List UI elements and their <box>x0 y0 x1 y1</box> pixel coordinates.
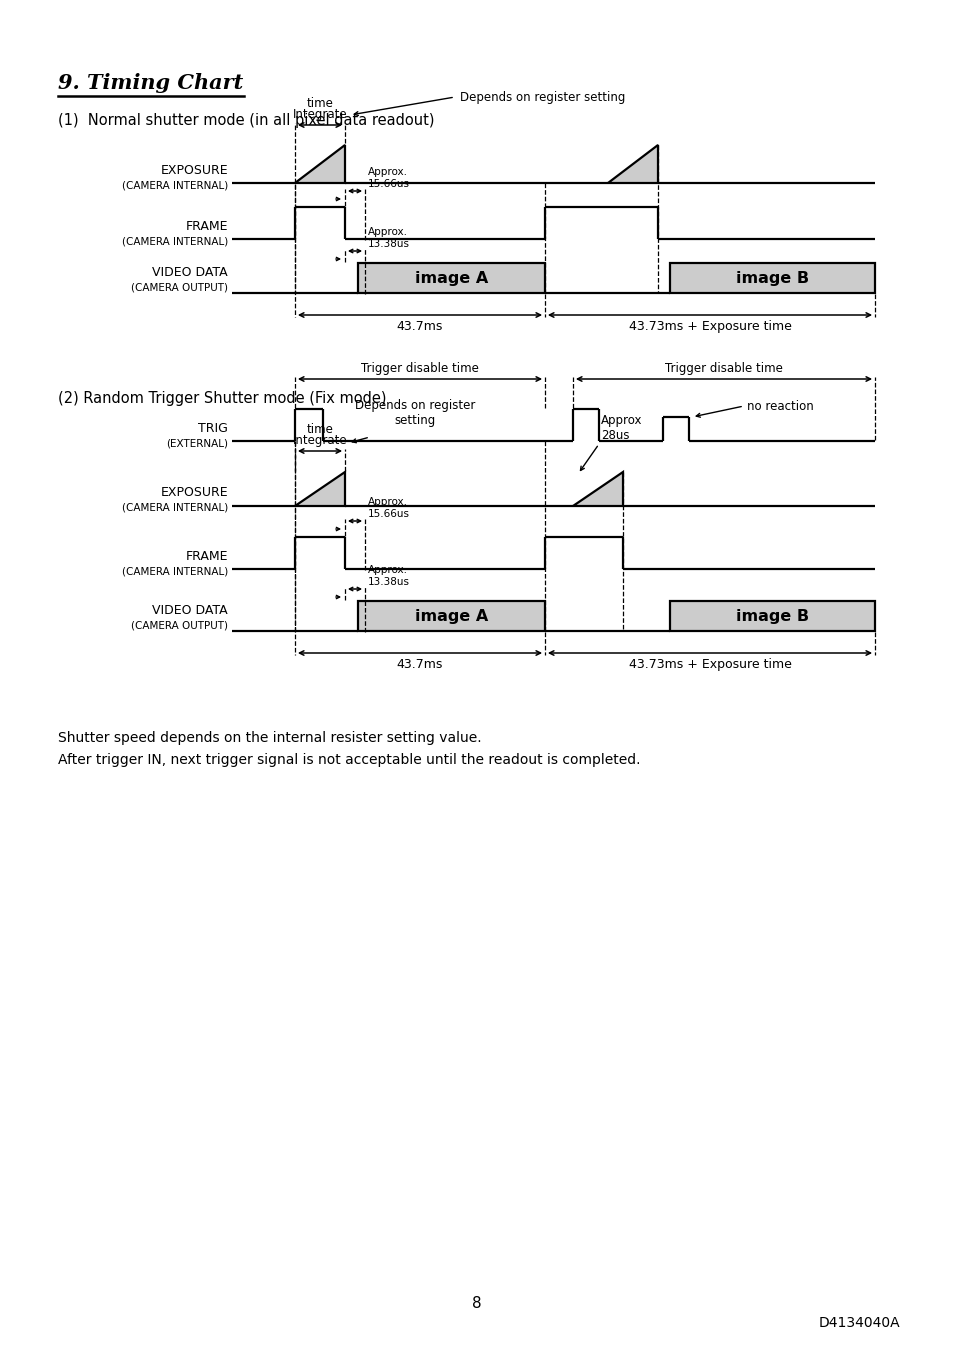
Text: Approx.
15.66us: Approx. 15.66us <box>368 168 410 189</box>
Text: (CAMERA INTERNAL): (CAMERA INTERNAL) <box>122 236 228 246</box>
Text: time: time <box>306 97 334 109</box>
Text: 43.7ms: 43.7ms <box>396 658 443 671</box>
Polygon shape <box>607 145 658 182</box>
Text: (CAMERA INTERNAL): (CAMERA INTERNAL) <box>122 180 228 190</box>
Text: FRAME: FRAME <box>185 550 228 562</box>
Text: image A: image A <box>415 270 488 285</box>
Text: Approx.
13.38us: Approx. 13.38us <box>368 566 410 586</box>
Text: no reaction: no reaction <box>746 400 813 412</box>
Text: (CAMERA INTERNAL): (CAMERA INTERNAL) <box>122 566 228 576</box>
Text: (CAMERA OUTPUT): (CAMERA OUTPUT) <box>131 621 228 631</box>
Polygon shape <box>294 145 345 182</box>
Text: 8: 8 <box>472 1296 481 1310</box>
Bar <box>669 263 874 293</box>
Text: Approx
28us: Approx 28us <box>600 413 641 442</box>
Text: EXPOSURE: EXPOSURE <box>160 486 228 500</box>
Text: Depends on register setting: Depends on register setting <box>459 91 625 104</box>
Text: image B: image B <box>735 608 808 624</box>
Bar <box>357 263 544 293</box>
Text: Approx.
15.66us: Approx. 15.66us <box>368 497 410 519</box>
Text: (2) Random Trigger Shutter mode (Fix mode): (2) Random Trigger Shutter mode (Fix mod… <box>58 390 386 407</box>
Bar <box>357 601 544 631</box>
Text: Shutter speed depends on the internal resister setting value.: Shutter speed depends on the internal re… <box>58 731 481 744</box>
Polygon shape <box>294 471 345 507</box>
Text: D4134040A: D4134040A <box>818 1316 899 1329</box>
Text: TRIG: TRIG <box>198 422 228 435</box>
Text: (CAMERA INTERNAL): (CAMERA INTERNAL) <box>122 503 228 513</box>
Bar <box>669 601 874 631</box>
Polygon shape <box>573 471 622 507</box>
Text: (EXTERNAL): (EXTERNAL) <box>166 438 228 449</box>
Text: VIDEO DATA: VIDEO DATA <box>152 266 228 280</box>
Text: Trigger disable time: Trigger disable time <box>360 362 478 376</box>
Text: 43.7ms: 43.7ms <box>396 320 443 332</box>
Text: Depends on register
setting: Depends on register setting <box>355 399 475 427</box>
Text: Approx.
13.38us: Approx. 13.38us <box>368 227 410 249</box>
Text: image B: image B <box>735 270 808 285</box>
Text: (1)  Normal shutter mode (in all pixel data readout): (1) Normal shutter mode (in all pixel da… <box>58 113 434 128</box>
Text: time: time <box>306 423 334 436</box>
Text: 43.73ms + Exposure time: 43.73ms + Exposure time <box>628 658 791 671</box>
Text: 9. Timing Chart: 9. Timing Chart <box>58 73 243 93</box>
Text: 43.73ms + Exposure time: 43.73ms + Exposure time <box>628 320 791 332</box>
Text: After trigger IN, next trigger signal is not acceptable until the readout is com: After trigger IN, next trigger signal is… <box>58 753 639 767</box>
Text: Integrate: Integrate <box>293 108 347 122</box>
Text: Integrate: Integrate <box>293 434 347 447</box>
Text: VIDEO DATA: VIDEO DATA <box>152 604 228 617</box>
Text: EXPOSURE: EXPOSURE <box>160 163 228 177</box>
Text: (CAMERA OUTPUT): (CAMERA OUTPUT) <box>131 282 228 293</box>
Text: image A: image A <box>415 608 488 624</box>
Text: Trigger disable time: Trigger disable time <box>664 362 782 376</box>
Text: FRAME: FRAME <box>185 219 228 232</box>
